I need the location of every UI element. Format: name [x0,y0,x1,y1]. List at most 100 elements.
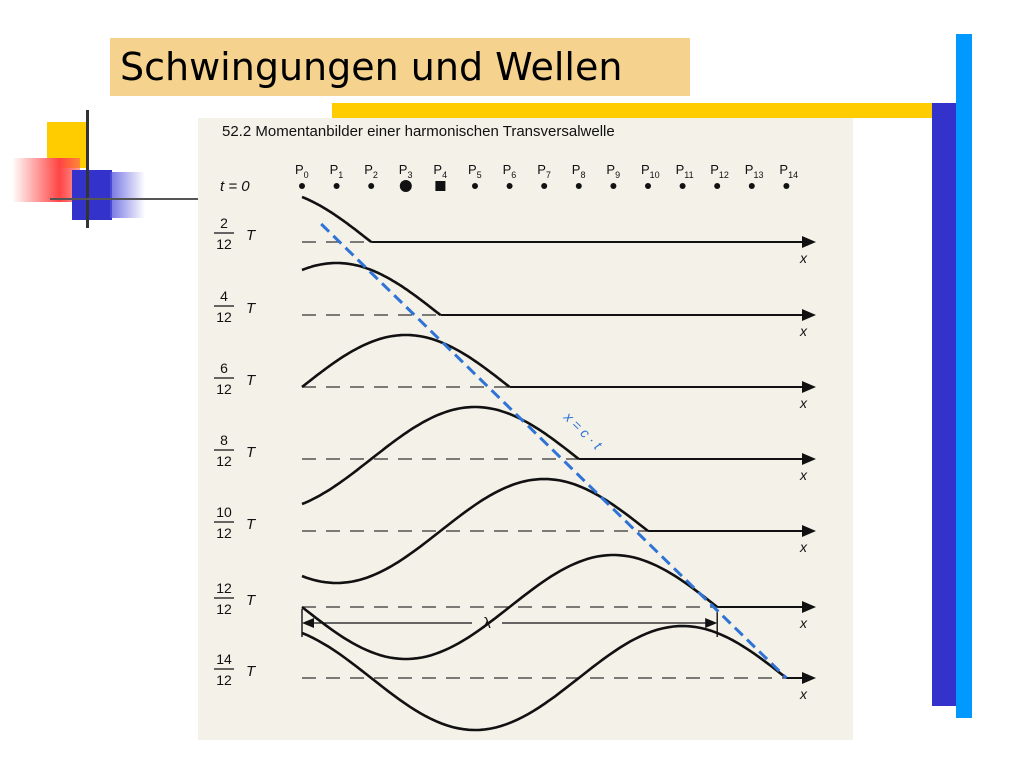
wave-curve [301,553,719,661]
period-symbol: T [246,592,257,609]
point-marker-P7 [541,183,548,189]
point-index: 0 [304,170,309,180]
snapshot-numerator: 10 [216,504,232,520]
point-label-P3: P3 [399,162,413,180]
point-label-P1: P1 [330,162,344,180]
point-label-P2: P2 [364,162,378,180]
point-label-P5: P5 [468,162,482,180]
x-axis-arrow [802,381,816,393]
x-axis-arrow [802,525,816,537]
point-label-P0: P0 [295,162,309,180]
x-axis-label: x [799,615,808,631]
point-label-P6: P6 [503,162,517,180]
x-axis-arrow [802,601,816,613]
snapshot-denominator: 12 [216,453,232,469]
snapshot-numerator: 4 [220,288,228,304]
wave-curve [301,261,442,317]
point-label-P10: P10 [641,162,660,180]
x-axis-arrow [802,672,816,684]
snapshot-numerator: 14 [216,651,232,667]
wave-snapshots-figure: 52.2 Momentanbilder einer harmonischen T… [214,123,816,732]
point-letter: P [710,162,719,177]
deco-blue-bar [932,103,956,706]
period-symbol: T [246,372,257,389]
point-marker-P13 [748,183,755,189]
point-letter: P [537,162,546,177]
period-symbol: T [246,516,257,533]
slide-title: Schwingungen und Wellen [110,38,690,96]
point-marker-P12 [714,183,721,189]
point-marker-P9 [610,183,617,189]
period-symbol: T [246,663,257,680]
point-index: 3 [407,170,412,180]
deco-vertical-line [86,110,89,228]
wave-curve [301,405,580,506]
point-index: 8 [580,170,585,180]
deco-light-blue-bar [956,34,972,718]
point-index: 13 [753,170,763,180]
snapshot-denominator: 12 [216,672,232,688]
point-index: 6 [511,170,516,180]
point-letter: P [364,162,373,177]
point-letter: P [330,162,339,177]
point-label-P11: P11 [676,162,694,180]
point-letter: P [503,162,512,177]
point-letter: P [676,162,685,177]
x-axis-arrow [802,236,816,248]
point-index: 14 [788,170,798,180]
lambda-arrow-right [705,618,718,628]
point-marker-P3 [399,180,412,192]
point-marker-P0 [299,183,305,189]
point-index: 11 [684,170,693,180]
point-letter: P [433,162,442,177]
t0-label: t = 0 [220,178,250,195]
point-letter: P [399,162,408,177]
snapshot-denominator: 12 [216,309,232,325]
lambda-arrow-left [302,618,314,628]
point-marker-P10 [645,183,651,189]
snapshot-numerator: 2 [220,215,228,231]
point-marker-P8 [575,183,582,189]
point-marker-P1 [333,183,340,189]
point-marker-P5 [472,183,478,189]
snapshot-numerator: 12 [216,580,232,596]
point-index: 2 [373,170,378,180]
wavefront-label: x = c · t [560,408,606,453]
wave-curve [301,624,788,732]
snapshot-denominator: 12 [216,381,232,397]
x-axis-label: x [799,323,808,339]
snapshot-denominator: 12 [216,236,232,252]
point-marker-P11 [679,183,686,189]
point-marker-P2 [368,183,375,189]
point-index: 12 [719,170,729,180]
deco-blue-glow [110,172,145,218]
point-index: 1 [338,170,343,180]
deco-blue-square [72,170,112,220]
point-marker-P4 [435,181,446,191]
period-symbol: T [246,227,257,244]
point-letter: P [572,162,581,177]
x-axis-label: x [799,395,808,411]
point-letter: P [641,162,650,177]
point-letter: P [606,162,615,177]
snapshot-numerator: 8 [220,432,228,448]
point-index: 5 [477,170,482,180]
point-label-P4: P4 [433,162,447,180]
wave-curve [301,333,511,389]
point-label-P8: P8 [572,162,586,180]
point-marker-P14 [783,183,790,189]
wave-curve [301,195,372,244]
deco-red-glow [12,158,80,202]
lambda-label: λ [483,615,491,632]
point-marker-P6 [506,183,513,189]
period-symbol: T [246,444,257,461]
period-symbol: T [246,300,257,317]
deco-horizontal-line [50,198,200,200]
wave-curve [301,477,649,585]
deco-yellow-bar [332,103,932,118]
figure-caption: 52.2 Momentanbilder einer harmonischen T… [222,123,615,140]
point-label-P12: P12 [710,162,729,180]
point-label-P9: P9 [606,162,620,180]
point-label-P13: P13 [745,162,764,180]
point-letter: P [779,162,788,177]
